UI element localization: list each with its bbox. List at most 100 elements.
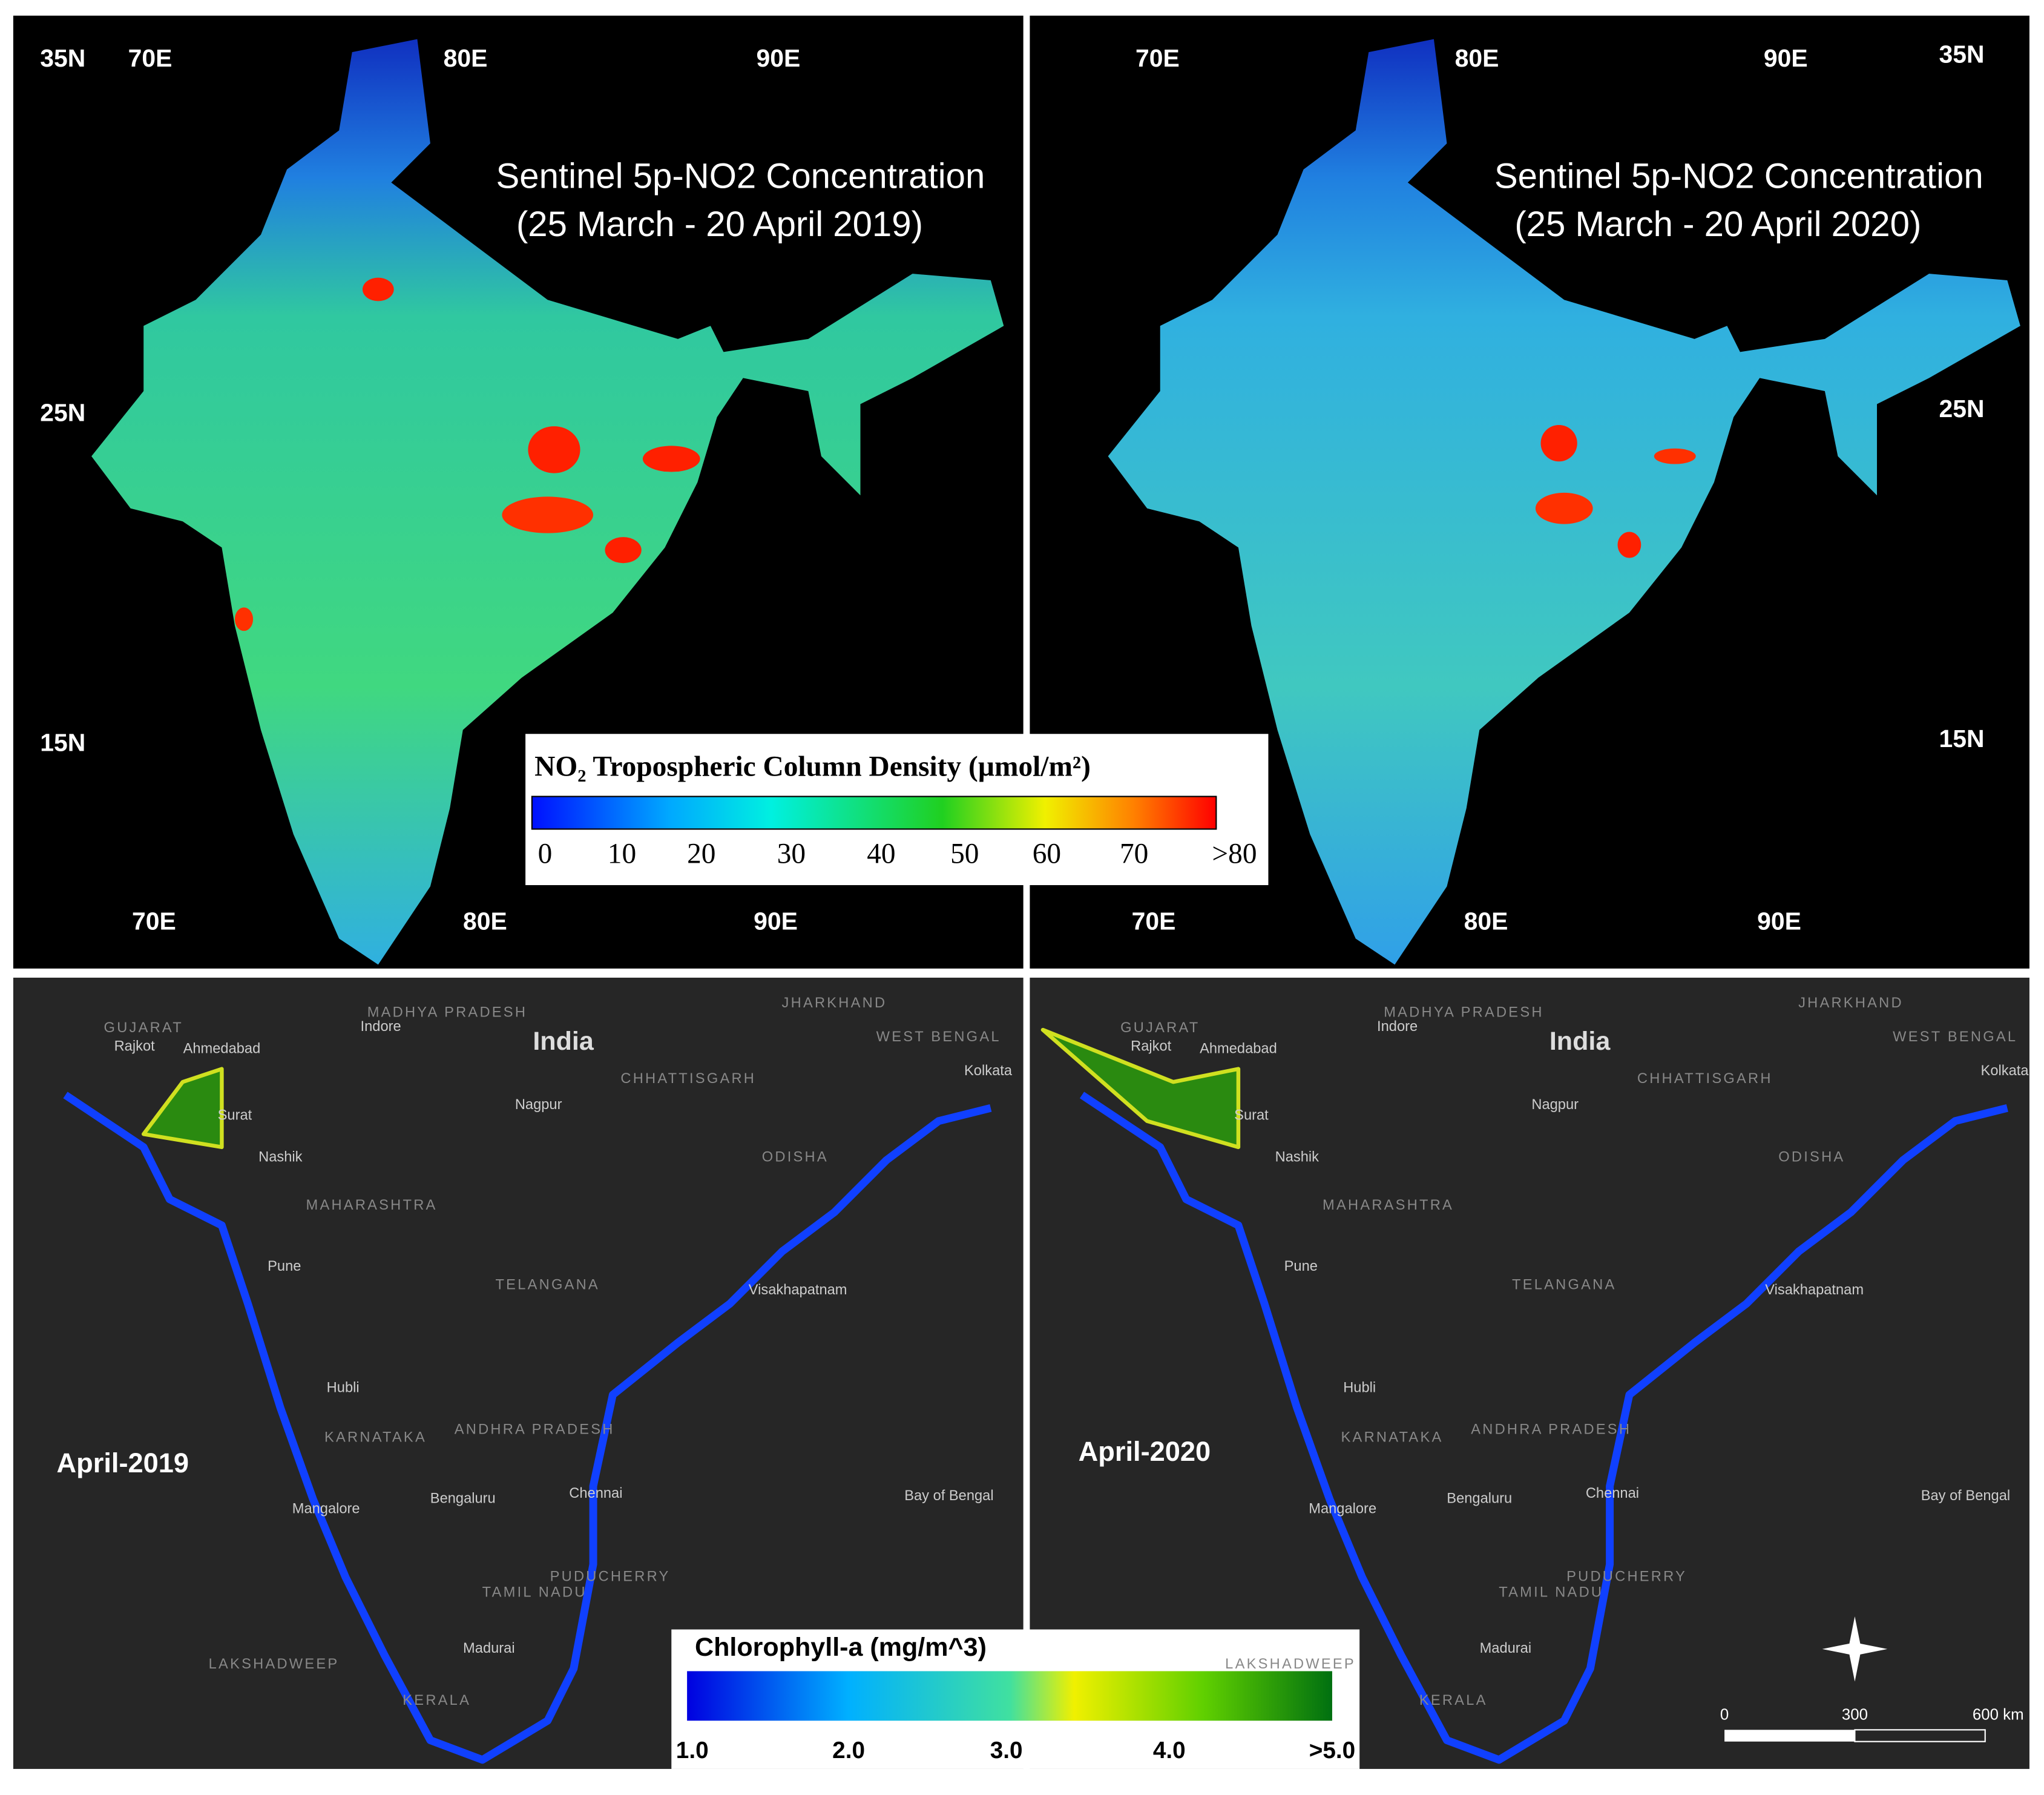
legend-title: NO₂ Tropospheric Column Density (µmol/m²… <box>534 751 1091 782</box>
place-label: KARNATAKA <box>1341 1429 1444 1445</box>
place-label: MAHARASHTRA <box>1323 1197 1454 1213</box>
place-label: ODISHA <box>762 1149 829 1165</box>
lon-label: 70E <box>132 907 176 935</box>
place-label: Chennai <box>569 1486 622 1501</box>
place-label: CHHATTISGARH <box>1637 1071 1773 1087</box>
scale-bar <box>1724 1729 1986 1742</box>
place-label: GUJARAT <box>104 1020 183 1036</box>
place-label: Bay of Bengal <box>1921 1488 2010 1504</box>
color-bar <box>687 1671 1332 1721</box>
place-label: KARNATAKA <box>324 1429 427 1445</box>
place-label: KERALA <box>403 1693 471 1708</box>
place-label: Surat <box>1234 1107 1269 1123</box>
place-label: ANDHRA PRADESH <box>1471 1421 1631 1437</box>
panel-label: April-2020 <box>1079 1436 1211 1467</box>
place-label: India <box>533 1027 594 1056</box>
place-label: Nagpur <box>1531 1097 1579 1113</box>
panel-period: (25 March - 20 April 2020) <box>1514 205 1921 244</box>
no2-legend: NO₂ Tropospheric Column Density (µmol/m²… <box>525 734 1269 886</box>
place-label: MAHARASHTRA <box>306 1197 438 1213</box>
place-label: Bengaluru <box>430 1490 496 1506</box>
place-label: MADHYA PRADESH <box>1384 1004 1543 1020</box>
legend-label: 50 <box>950 838 979 870</box>
legend-label: >80 <box>1212 838 1257 870</box>
lat-label: 35N <box>1939 40 1984 68</box>
place-label: MADHYA PRADESH <box>367 1004 527 1020</box>
lat-label: 25N <box>40 399 85 427</box>
legend-label: 1.0 <box>676 1737 709 1764</box>
place-label: Madurai <box>1480 1641 1532 1656</box>
place-label: Surat <box>218 1107 252 1123</box>
place-label: Indore <box>1377 1019 1418 1035</box>
lon-label: 80E <box>444 44 488 72</box>
lon-label: 70E <box>1135 44 1180 72</box>
place-label: JHARKHAND <box>782 995 887 1011</box>
place-label: Madurai <box>463 1641 515 1656</box>
scale-label: 600 km <box>1973 1706 2024 1723</box>
place-label: Mangalore <box>292 1501 360 1517</box>
place-label: Ahmedabad <box>183 1041 261 1057</box>
panel-title: Sentinel 5p-NO2 Concentration <box>1494 156 1983 196</box>
place-label: GUJARAT <box>1120 1020 1200 1036</box>
place-label: Bengaluru <box>1447 1490 1512 1506</box>
panel-period: (25 March - 20 April 2019) <box>516 205 923 244</box>
chl-legend: Chlorophyll-a (mg/m^3) <box>671 1629 1360 1769</box>
place-label: Indore <box>361 1019 401 1035</box>
place-label: Nashik <box>1275 1149 1319 1165</box>
legend-label: 60 <box>1033 838 1061 870</box>
legend-title: Chlorophyll-a (mg/m^3) <box>695 1633 987 1662</box>
place-label: Pune <box>268 1259 301 1274</box>
place-label: KERALA <box>1419 1693 1488 1708</box>
place-label: LAKSHADWEEP <box>209 1656 340 1672</box>
lon-label: 80E <box>1455 44 1499 72</box>
place-label: ANDHRA PRADESH <box>455 1421 615 1437</box>
lon-label: 80E <box>1464 907 1508 935</box>
lon-label: 70E <box>128 44 173 72</box>
place-label: TELANGANA <box>1512 1277 1616 1293</box>
place-label: Pune <box>1284 1259 1318 1274</box>
place-label: PUDUCHERRY <box>550 1569 671 1585</box>
place-label: Rajkot <box>114 1038 156 1054</box>
place-label: ODISHA <box>1778 1149 1845 1165</box>
legend-label: 0 <box>538 838 553 870</box>
scale-label: 300 <box>1842 1706 1868 1723</box>
legend-label: 20 <box>687 838 715 870</box>
coastline <box>63 1027 2008 1764</box>
scale-label: 0 <box>1720 1706 1729 1723</box>
place-label: India <box>1549 1027 1611 1056</box>
legend-label: >5.0 <box>1309 1737 1356 1764</box>
place-label: TAMIL NADU <box>1499 1584 1603 1600</box>
place-label: Ahmedabad <box>1200 1041 1277 1057</box>
place-label: Visakhapatnam <box>1765 1282 1864 1298</box>
place-label: Rajkot <box>1131 1038 1172 1054</box>
legend-label: 40 <box>867 838 895 870</box>
lon-label: 80E <box>463 907 507 935</box>
lat-label: 15N <box>40 728 85 756</box>
panel-label: April-2019 <box>56 1448 189 1478</box>
lon-label: 90E <box>756 44 800 72</box>
place-label: TAMIL NADU <box>482 1584 587 1600</box>
legend-label: 3.0 <box>990 1737 1023 1764</box>
place-label: Hubli <box>327 1380 360 1395</box>
legend-label: 30 <box>777 838 806 870</box>
place-label: Visakhapatnam <box>749 1282 847 1298</box>
place-label: JHARKHAND <box>1798 995 1904 1011</box>
place-label: Mangalore <box>1309 1501 1376 1517</box>
hotspots <box>234 277 1696 631</box>
place-label: Nagpur <box>515 1097 562 1113</box>
place-label: Hubli <box>1343 1380 1376 1395</box>
lon-label: 90E <box>1757 907 1801 935</box>
legend-label: 2.0 <box>832 1737 865 1764</box>
place-label: WEST BENGAL <box>1893 1029 2017 1045</box>
legend-label: 70 <box>1120 838 1148 870</box>
place-label: CHHATTISGARH <box>620 1071 756 1087</box>
place-label: LAKSHADWEEP <box>1225 1656 1356 1672</box>
lat-label: 15N <box>1939 725 1984 753</box>
place-label: Nashik <box>258 1149 303 1165</box>
legend-label: 10 <box>608 838 636 870</box>
panel-title: Sentinel 5p-NO2 Concentration <box>496 156 985 196</box>
lat-label: 35N <box>40 44 85 72</box>
place-label: TELANGANA <box>495 1277 599 1293</box>
lat-label: 25N <box>1939 395 1984 423</box>
